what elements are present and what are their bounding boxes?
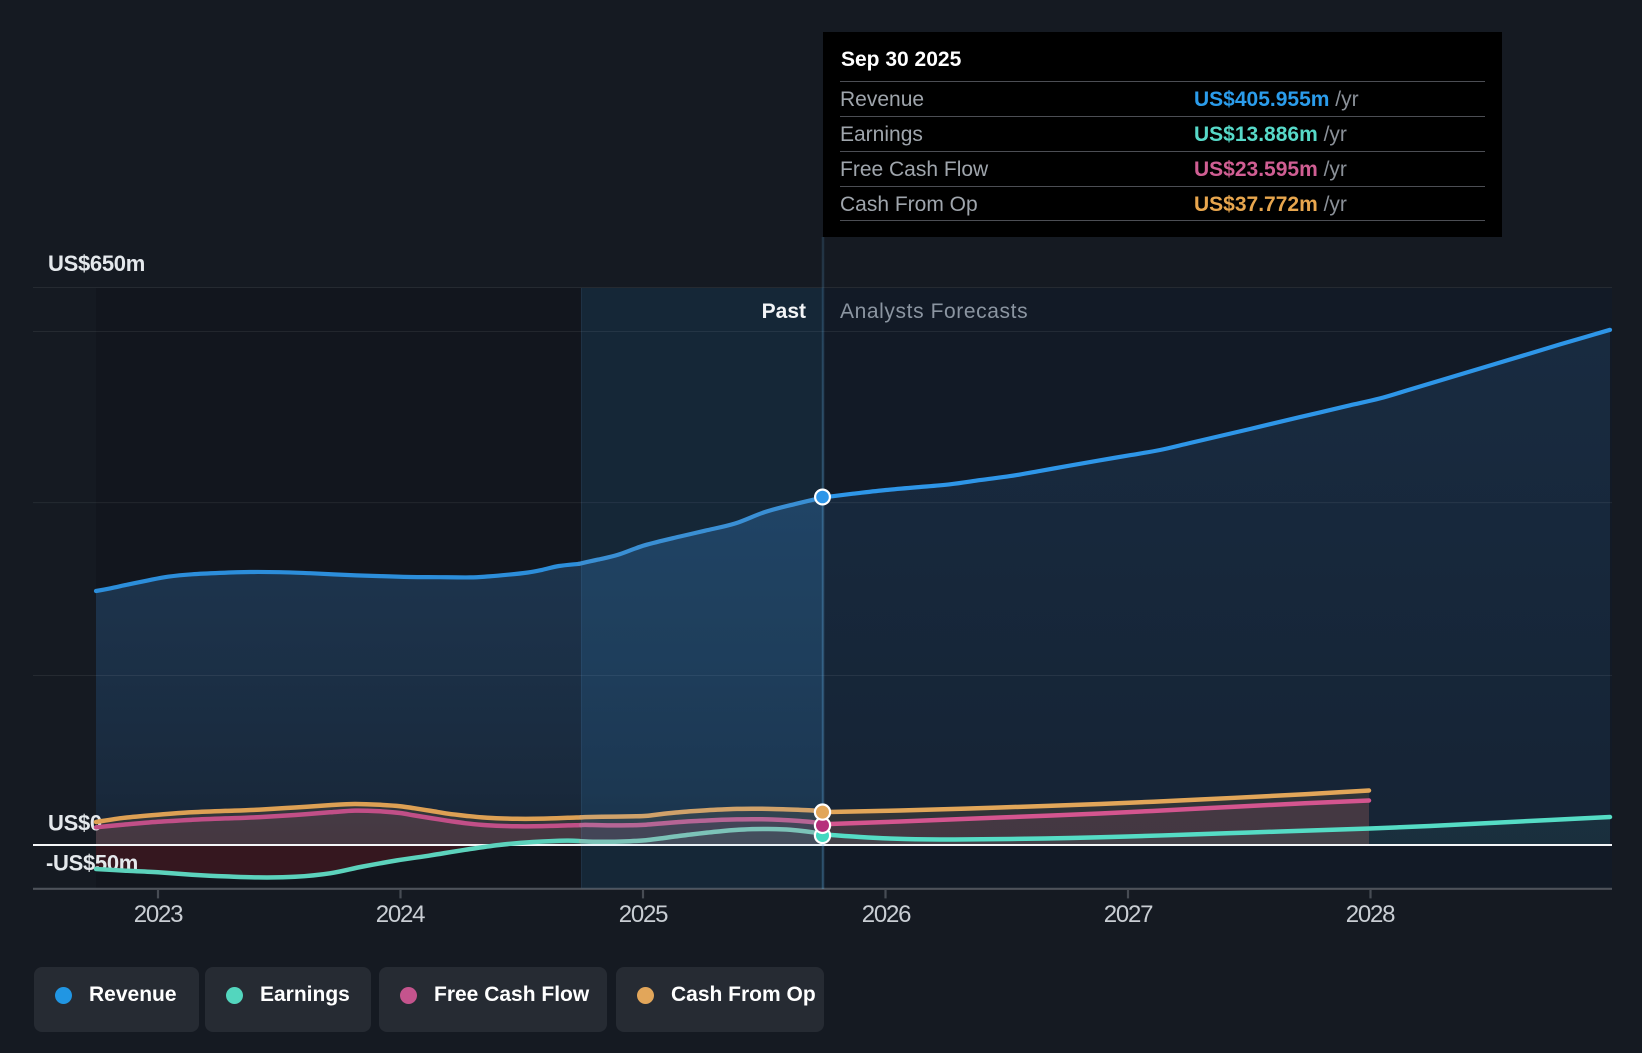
svg-text:US$650m: US$650m <box>48 251 145 276</box>
svg-text:US$0: US$0 <box>48 811 102 836</box>
